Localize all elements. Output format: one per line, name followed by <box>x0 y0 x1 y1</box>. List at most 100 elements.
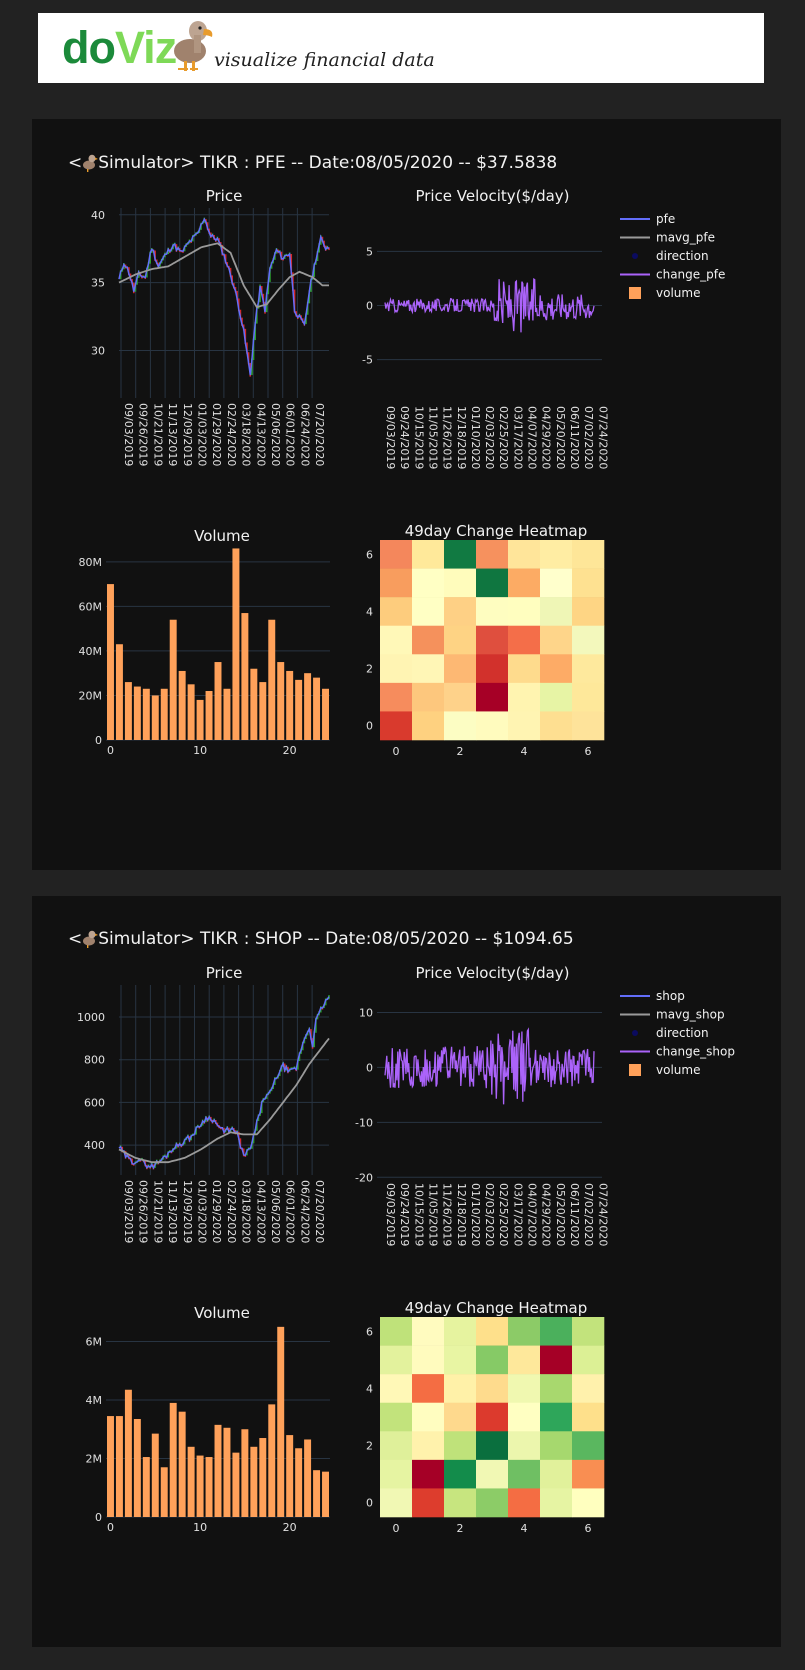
velocity-x-tick-label: 04/07/2020 <box>526 406 539 469</box>
price-chart-title: Price <box>206 187 243 205</box>
price-x-tick-label: 06/24/2020 <box>298 1180 311 1243</box>
heatmap-cell <box>412 1459 445 1489</box>
heatmap-cell <box>508 1345 541 1375</box>
heatmap-cell <box>476 1488 509 1518</box>
price-y-tick-label: 30 <box>91 345 105 358</box>
velocity-x-tick-label: 05/20/2020 <box>554 406 567 469</box>
volume-bar <box>205 691 213 740</box>
volume-x-tick-label: 0 <box>107 744 114 757</box>
price-y-tick-label: 600 <box>84 1096 105 1109</box>
volume-bar <box>151 695 159 740</box>
volume-bar <box>322 1471 329 1517</box>
velocity-x-tick-label: 03/17/2020 <box>511 406 524 469</box>
tagline: visualize financial data <box>214 49 435 71</box>
panel-title: < Simulator> TIKR : PFE -- Date:08/05/202… <box>68 153 557 173</box>
heatmap-y-tick-label: 6 <box>366 548 373 561</box>
heatmap-title: 49day Change Heatmap <box>405 522 588 540</box>
heatmap-cell <box>476 597 509 627</box>
heatmap-cell <box>380 711 413 741</box>
volume-bar <box>277 662 285 740</box>
heatmap-cell <box>572 1488 605 1518</box>
heatmap-cell <box>444 1488 477 1518</box>
volume-x-tick-label: 0 <box>107 1521 114 1534</box>
velocity-x-tick-label: 04/29/2020 <box>540 1183 553 1246</box>
volume-bar <box>133 1419 141 1517</box>
heatmap-cell <box>572 1459 605 1489</box>
velocity-x-tick-label: 09/24/2019 <box>398 1183 411 1246</box>
volume-bar <box>322 688 329 740</box>
volume-bar <box>259 682 267 740</box>
volume-bar <box>313 1470 321 1517</box>
velocity-x-tick-label: 05/20/2020 <box>554 1183 567 1246</box>
heatmap-cell <box>508 654 541 684</box>
price-x-tick-label: 02/24/2020 <box>225 1180 238 1243</box>
title-text: Simulator> TIKR : PFE -- Date:08/05/2020… <box>98 153 558 173</box>
volume-bar <box>196 699 204 740</box>
legend-label: direction <box>656 1026 709 1040</box>
simulator-panel-shop: < Simulator> TIKR : SHOP -- Date:08/05/20… <box>32 896 781 1647</box>
velocity-chart: Price Velocity($/day) -20 -10 0 10 09/03/2019… <box>355 964 609 1246</box>
heatmap-cell <box>572 654 605 684</box>
heatmap-cell <box>476 1317 509 1346</box>
velocity-x-tick-label: 11/26/2019 <box>441 406 454 469</box>
volume-bar <box>160 688 168 740</box>
velocity-x-tick-label: 01/10/2020 <box>469 1183 482 1246</box>
heatmap-cell <box>572 1402 605 1432</box>
heatmap-cell <box>540 1374 573 1404</box>
velocity-x-tick-label: 02/25/2020 <box>497 1183 510 1246</box>
volume-bar <box>124 682 132 740</box>
heatmap-cell <box>572 597 605 627</box>
heatmap-cell <box>476 1431 509 1461</box>
heatmap-cell <box>508 711 541 741</box>
price-x-tick-label: 03/18/2020 <box>240 403 253 466</box>
volume-bar <box>142 1457 150 1517</box>
volume-bar <box>196 1455 204 1517</box>
heatmap-cell <box>444 1317 477 1346</box>
heatmap-cell <box>572 1374 605 1404</box>
title-text: Simulator> TIKR : SHOP -- Date:08/05/202… <box>98 929 574 949</box>
heatmap-cell <box>572 1345 605 1375</box>
volume-y-tick-label: 0 <box>95 1511 102 1524</box>
volume-x-tick-label: 10 <box>193 1521 207 1534</box>
legend-label: pfe <box>656 212 675 226</box>
volume-x-tick-label: 10 <box>193 744 207 757</box>
heatmap-cell <box>444 654 477 684</box>
price-line <box>118 217 330 376</box>
heatmap-cell <box>508 1402 541 1432</box>
heatmap-cell <box>380 1317 413 1346</box>
heatmap-cell <box>380 568 413 598</box>
volume-bar <box>286 1435 294 1517</box>
heatmap-cell <box>540 625 573 655</box>
velocity-x-tick-label: 07/02/2020 <box>582 406 595 469</box>
heatmap-cell <box>572 1317 605 1346</box>
velocity-chart: Price Velocity($/day) -5 0 5 09/03/2019 09/24… <box>362 187 609 469</box>
volume-y-tick-label: 2M <box>86 1452 103 1465</box>
volume-bar <box>313 677 321 740</box>
price-y-tick-label: 40 <box>91 209 105 222</box>
heatmap-cell <box>380 1488 413 1518</box>
velocity-x-tick-label: 10/15/2019 <box>412 406 425 469</box>
mavg-line <box>118 1037 330 1164</box>
velocity-x-tick-label: 02/25/2020 <box>497 406 510 469</box>
price-x-tick-label: 01/29/2020 <box>210 403 223 466</box>
heatmap-y-tick-label: 2 <box>366 663 373 676</box>
velocity-x-tick-label: 07/02/2020 <box>582 1183 595 1246</box>
velocity-x-tick-label: 11/05/2019 <box>426 406 439 469</box>
heatmap-cell <box>540 1402 573 1432</box>
heatmap-x-tick-label: 4 <box>521 1522 528 1535</box>
volume-y-tick-label: 60M <box>79 600 103 613</box>
heatmap-cell <box>476 1402 509 1432</box>
legend-label: mavg_pfe <box>656 231 715 245</box>
logo[interactable]: doViz <box>62 23 177 73</box>
price-chart: Price 09/03/2019 09/26/2019 10/21/2019 11/13… <box>77 964 330 1243</box>
legend-label: volume <box>656 1063 700 1077</box>
heatmap-cell <box>476 711 509 741</box>
simulator-panel-pfe: < Simulator> TIKR : PFE -- Date:08/05/202… <box>32 119 781 870</box>
heatmap-cell <box>572 625 605 655</box>
velocity-x-tick-label: 11/05/2019 <box>426 1183 439 1246</box>
app-header: doViz visualize financial data <box>38 13 764 83</box>
heatmap-y-tick-label: 4 <box>366 605 373 618</box>
heatmap-cell <box>540 1431 573 1461</box>
volume-bar <box>205 1457 213 1517</box>
